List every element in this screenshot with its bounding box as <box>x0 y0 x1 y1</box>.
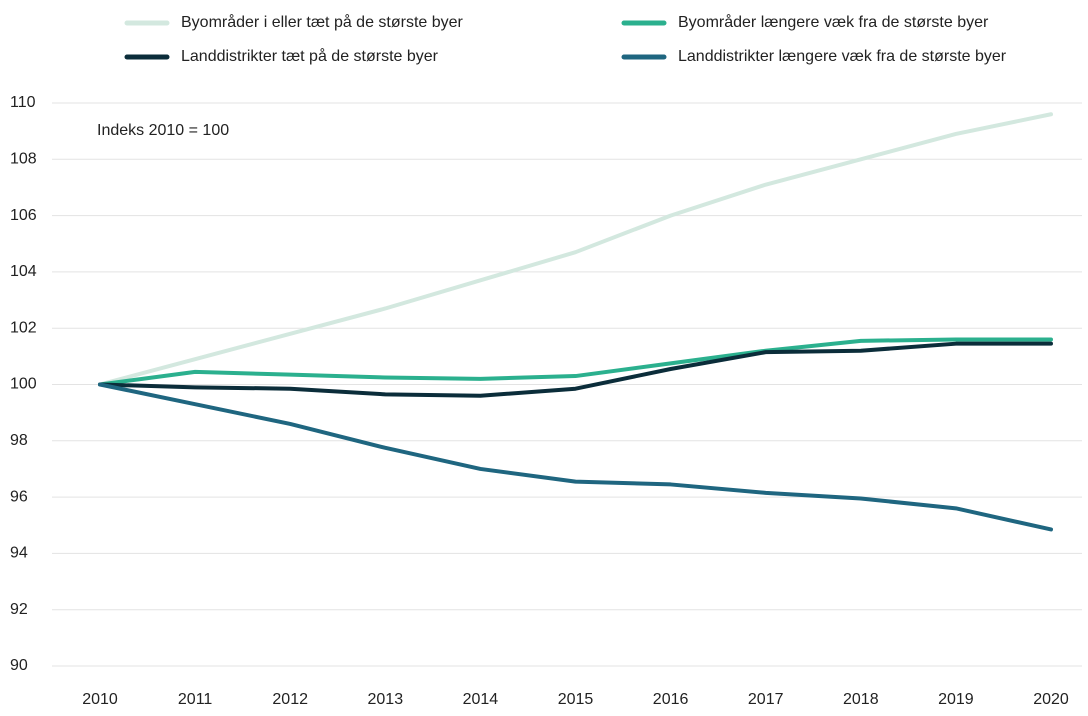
y-tick-label: 108 <box>10 151 37 168</box>
y-tick-label: 92 <box>10 601 28 618</box>
x-tick-label: 2016 <box>653 691 689 708</box>
y-tick-label: 110 <box>10 94 36 111</box>
y-tick-label: 104 <box>10 263 37 280</box>
legend-label: Landdistrikter længere væk fra de størst… <box>678 48 1007 65</box>
x-tick-label: 2013 <box>368 691 404 708</box>
y-tick-label: 98 <box>10 432 28 449</box>
series-line <box>98 382 1053 532</box>
x-tick-label: 2010 <box>82 691 118 708</box>
series-line <box>98 341 1053 398</box>
y-tick-label: 100 <box>10 376 37 393</box>
annotation: Indeks 2010 = 100 <box>97 122 229 139</box>
x-tick-label: 2015 <box>558 691 594 708</box>
y-tick-label: 106 <box>10 207 37 224</box>
y-tick-label: 96 <box>10 488 28 505</box>
series-line <box>98 112 1053 387</box>
series-line <box>98 337 1053 387</box>
x-tick-label: 2018 <box>843 691 879 708</box>
legend-label: Byområder længere væk fra de største bye… <box>678 13 989 31</box>
x-tick-label: 2019 <box>938 691 974 708</box>
x-tick-label: 2011 <box>178 691 213 708</box>
y-tick-label: 102 <box>10 319 37 336</box>
y-tick-label: 90 <box>10 657 28 674</box>
x-tick-label: 2012 <box>272 691 308 708</box>
x-tick-label: 2014 <box>463 691 499 708</box>
legend-label: Byområder i eller tæt på de største byer <box>181 13 464 31</box>
y-tick-label: 94 <box>10 545 28 562</box>
x-tick-label: 2017 <box>748 691 784 708</box>
legend-label: Landdistrikter tæt på de største byer <box>181 47 439 65</box>
x-tick-label: 2020 <box>1033 691 1069 708</box>
